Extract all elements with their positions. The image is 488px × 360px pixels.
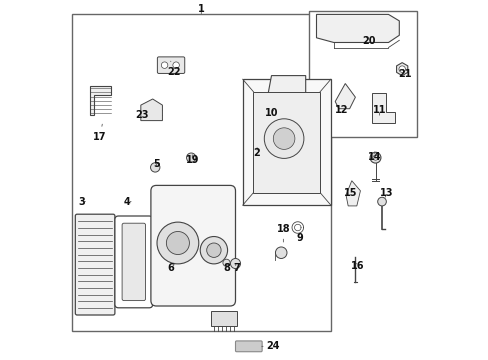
Polygon shape [335, 84, 355, 109]
Polygon shape [242, 79, 330, 205]
Circle shape [377, 197, 386, 206]
Circle shape [150, 163, 160, 172]
Text: 16: 16 [350, 261, 364, 271]
Polygon shape [371, 93, 394, 123]
Circle shape [166, 231, 189, 255]
Circle shape [275, 247, 286, 258]
Text: 9: 9 [296, 233, 303, 243]
Text: 2: 2 [253, 148, 260, 158]
Bar [309, 11, 416, 137]
Text: 15: 15 [343, 188, 357, 198]
Circle shape [369, 152, 380, 163]
FancyBboxPatch shape [157, 57, 184, 73]
Circle shape [206, 243, 221, 257]
Circle shape [200, 237, 227, 264]
Polygon shape [316, 14, 399, 42]
Circle shape [172, 62, 179, 68]
Circle shape [372, 155, 377, 160]
Text: 18: 18 [276, 224, 289, 242]
FancyBboxPatch shape [235, 341, 262, 352]
Text: 14: 14 [367, 152, 381, 162]
Bar [211, 311, 236, 326]
Circle shape [223, 259, 230, 266]
Polygon shape [90, 86, 111, 115]
Bar [72, 14, 330, 331]
Text: 7: 7 [233, 263, 240, 273]
Text: 6: 6 [167, 263, 174, 273]
Circle shape [186, 153, 196, 162]
Text: 1: 1 [198, 4, 204, 14]
Circle shape [230, 258, 240, 269]
Text: 24: 24 [261, 341, 279, 351]
Text: 21: 21 [397, 69, 410, 79]
Circle shape [398, 66, 405, 72]
Text: 5: 5 [153, 159, 160, 169]
Circle shape [273, 128, 294, 149]
Polygon shape [265, 76, 305, 104]
Circle shape [157, 222, 199, 264]
Text: 12: 12 [334, 105, 348, 115]
Text: 20: 20 [361, 36, 375, 46]
Text: 4: 4 [124, 197, 131, 207]
Text: 19: 19 [185, 155, 199, 165]
Text: 3: 3 [78, 197, 85, 207]
FancyBboxPatch shape [151, 185, 235, 306]
Text: 8: 8 [223, 263, 229, 273]
Polygon shape [141, 99, 162, 121]
Polygon shape [346, 181, 360, 206]
FancyBboxPatch shape [122, 223, 145, 301]
Polygon shape [253, 92, 320, 193]
Text: 17: 17 [93, 124, 106, 142]
Text: 10: 10 [264, 108, 278, 118]
FancyBboxPatch shape [75, 214, 115, 315]
Circle shape [161, 62, 167, 68]
Text: 13: 13 [380, 188, 393, 198]
Text: 22: 22 [167, 61, 181, 77]
Text: 23: 23 [135, 110, 148, 120]
FancyBboxPatch shape [115, 216, 152, 308]
Polygon shape [396, 63, 407, 76]
Text: 11: 11 [372, 105, 386, 115]
Circle shape [264, 119, 303, 158]
